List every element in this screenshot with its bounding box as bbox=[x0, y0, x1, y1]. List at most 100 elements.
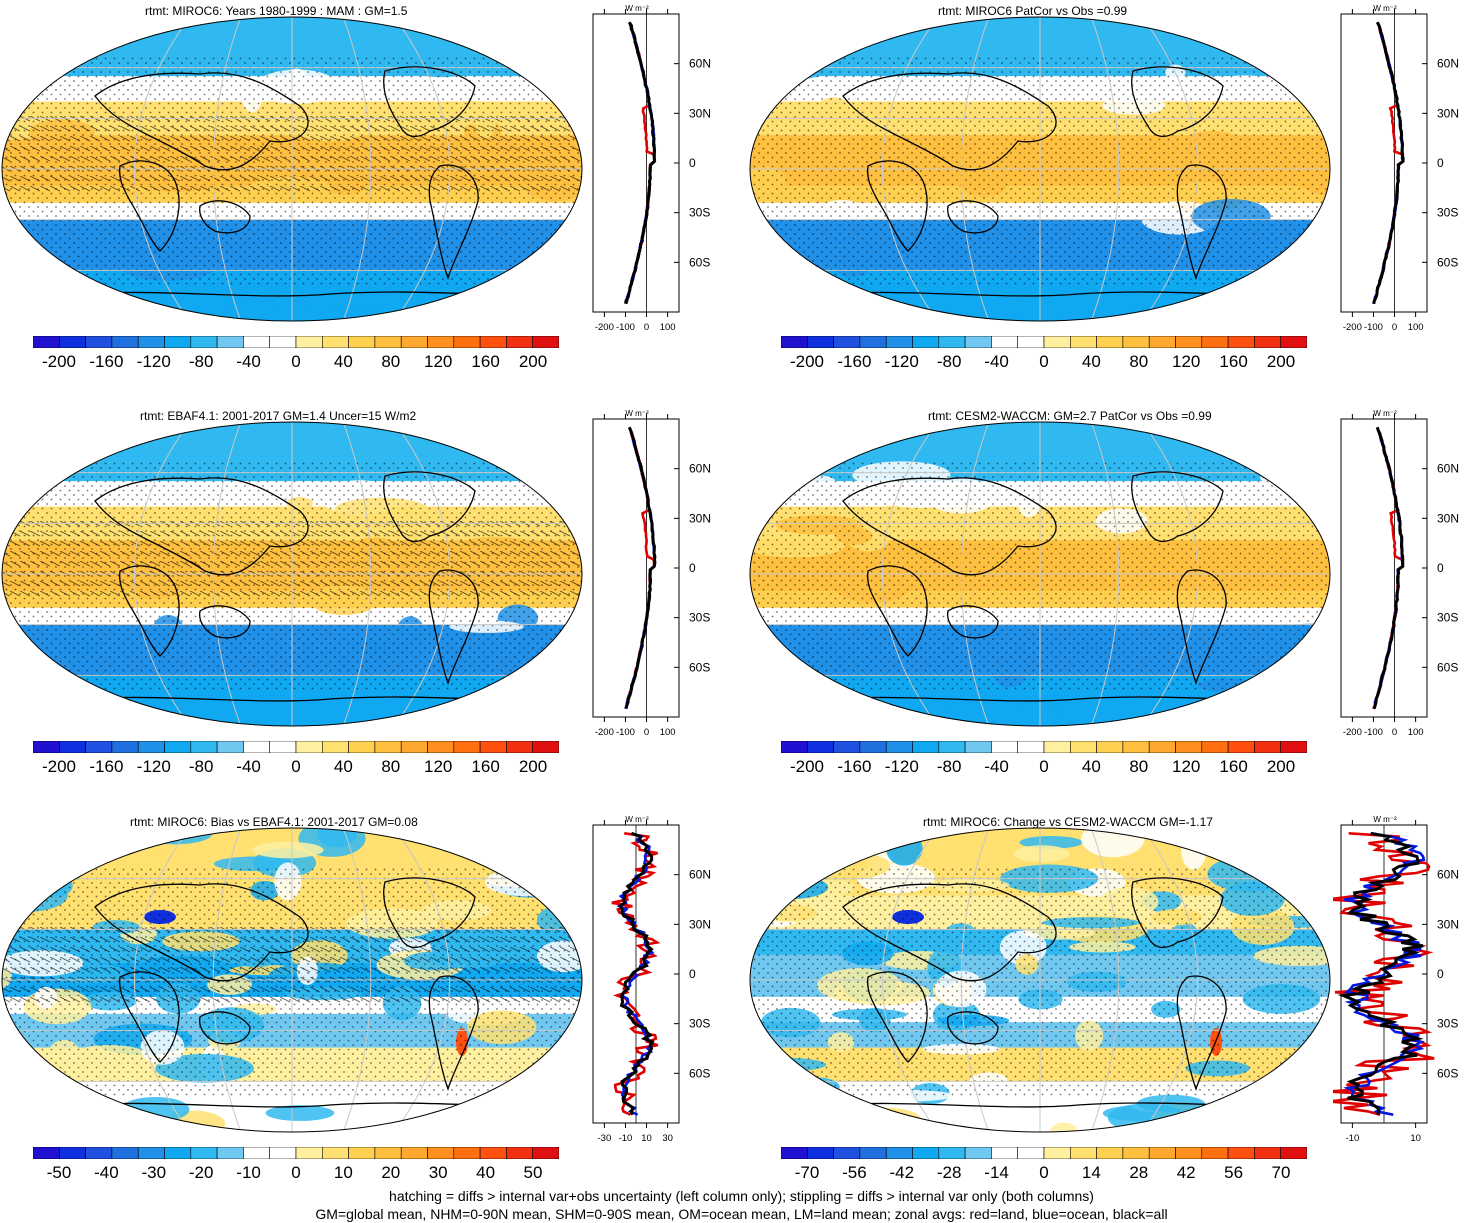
colorbar bbox=[33, 336, 559, 348]
colorbar-segment bbox=[453, 336, 481, 348]
zonal-line-land bbox=[1333, 832, 1435, 1116]
map-field bbox=[2, 17, 582, 321]
zonal-tick-label: -100 bbox=[616, 727, 635, 738]
colorbar-segment bbox=[859, 336, 887, 348]
colorbar-tick-label: 56 bbox=[1224, 1163, 1244, 1182]
latitude-label: 60N bbox=[1437, 462, 1459, 476]
colorbar-segment bbox=[1069, 741, 1097, 753]
colorbar-segment bbox=[85, 336, 113, 348]
zonal-tick-label: -10 bbox=[1346, 1133, 1360, 1144]
colorbar-segment bbox=[1148, 741, 1176, 753]
colorbar-labels: -200 -160 -120 -80 -40 0 40 80 120 160 200 bbox=[33, 757, 559, 779]
latitude-label: 30S bbox=[1437, 611, 1458, 625]
colorbar-segment bbox=[1122, 336, 1150, 348]
colorbar-segment bbox=[427, 336, 455, 348]
colorbar-segment bbox=[859, 741, 887, 753]
colorbar-segment bbox=[295, 336, 323, 348]
colorbar-tick-label: 0 bbox=[1039, 1163, 1049, 1182]
colorbar-tick-label: 40 bbox=[333, 757, 353, 776]
latitude-label: 60N bbox=[689, 868, 711, 882]
zonal-tick-label: -200 bbox=[595, 727, 614, 738]
colorbar-labels: -50 -40 -30 -20 -10 0 10 20 30 40 50 bbox=[33, 1163, 559, 1185]
colorbar-tick-label: -42 bbox=[889, 1163, 915, 1182]
latitude-label: 60S bbox=[1437, 1066, 1458, 1080]
latitude-label: 60S bbox=[689, 1066, 710, 1080]
figure-panel: rtmt: MIROC6: Years 1980-1999 : MAM : GM… bbox=[0, 0, 740, 405]
colorbar-labels: -200 -160 -120 -80 -40 0 40 80 120 160 200 bbox=[781, 352, 1307, 374]
world-map bbox=[749, 16, 1331, 322]
colorbar-tick-label: 0 bbox=[291, 757, 301, 776]
colorbar-tick-label: -200 bbox=[789, 757, 825, 776]
colorbar-segment bbox=[912, 1147, 940, 1159]
latitude-label: 0 bbox=[689, 561, 696, 575]
colorbar-segment bbox=[453, 1147, 481, 1159]
zonal-tick-label: 100 bbox=[1408, 322, 1424, 333]
colorbar-segment bbox=[269, 741, 297, 753]
map-field bbox=[750, 17, 1330, 321]
colorbar-segment bbox=[532, 1147, 559, 1159]
colorbar-segment bbox=[781, 741, 808, 753]
zonal-tick-label: -200 bbox=[1343, 727, 1362, 738]
colorbar-tick-label: -160 bbox=[89, 757, 124, 776]
colorbar-segment bbox=[506, 741, 533, 753]
colorbar bbox=[781, 1147, 1307, 1159]
colorbar-segment bbox=[885, 1147, 913, 1159]
colorbar-tick-label: 40 bbox=[333, 352, 353, 371]
colorbar-tick-label: 80 bbox=[1129, 757, 1149, 776]
latitude-label: 60S bbox=[689, 255, 710, 269]
colorbar-segment bbox=[1148, 336, 1176, 348]
colorbar-segment bbox=[427, 741, 455, 753]
map-field bbox=[750, 828, 1330, 1132]
zonal-line-all bbox=[1372, 426, 1405, 710]
colorbar-segment bbox=[348, 1147, 376, 1159]
zonal-tick-label: -30 bbox=[598, 1133, 612, 1144]
colorbar-tick-label: 40 bbox=[1081, 352, 1101, 371]
world-map bbox=[749, 827, 1331, 1133]
colorbar-tick-label: 80 bbox=[381, 352, 401, 371]
colorbar-tick-label: -160 bbox=[837, 352, 872, 371]
colorbar-tick-label: 20 bbox=[381, 1163, 401, 1182]
colorbar-segment bbox=[190, 741, 218, 753]
colorbar-segment bbox=[321, 741, 349, 753]
colorbar-tick-label: 14 bbox=[1081, 1163, 1101, 1182]
zonal-line-all bbox=[618, 831, 655, 1116]
colorbar-tick-label: -30 bbox=[141, 1163, 167, 1182]
colorbar-segment bbox=[243, 336, 270, 348]
colorbar-segment bbox=[137, 336, 165, 348]
zonal-mean-profile: W m⁻² -200 -100 0 100 60N 30N 0 30S 60S bbox=[592, 4, 711, 333]
colorbar-tick-label: -200 bbox=[41, 757, 77, 776]
latitude-label: 0 bbox=[1437, 561, 1444, 575]
colorbar-segment bbox=[321, 336, 349, 348]
latitude-label: 30N bbox=[689, 511, 711, 525]
colorbar-segment bbox=[1017, 741, 1045, 753]
zonal-tick-label: 100 bbox=[1408, 727, 1424, 738]
colorbar-segment bbox=[991, 336, 1018, 348]
panel-title: rtmt: MIROC6: Change vs CESM2-WACCM GM=-… bbox=[923, 815, 1213, 829]
colorbar-tick-label: 40 bbox=[476, 1163, 496, 1182]
colorbar bbox=[33, 1147, 559, 1159]
latitude-label: 30N bbox=[689, 917, 711, 931]
zonal-tick-label: -200 bbox=[595, 322, 614, 333]
colorbar bbox=[33, 741, 559, 753]
colorbar-segment bbox=[164, 741, 192, 753]
latitude-label: 0 bbox=[689, 967, 696, 981]
colorbar-segment bbox=[532, 336, 559, 348]
colorbar-segment bbox=[33, 741, 60, 753]
colorbar-segment bbox=[269, 1147, 297, 1159]
zonal-tick-label: -10 bbox=[619, 1133, 633, 1144]
latitude-label: 30S bbox=[1437, 206, 1458, 220]
zonal-tick-label: 0 bbox=[1392, 322, 1397, 333]
zonal-tick-label: 100 bbox=[660, 322, 676, 333]
colorbar-tick-label: 160 bbox=[1219, 352, 1248, 371]
colorbar-tick-label: 200 bbox=[518, 352, 548, 371]
colorbar-segment bbox=[348, 336, 376, 348]
colorbar-segment bbox=[964, 741, 992, 753]
colorbar-tick-label: 120 bbox=[424, 757, 453, 776]
panel-title: rtmt: MIROC6 PatCor vs Obs =0.99 bbox=[938, 4, 1128, 18]
colorbar-segment bbox=[1280, 741, 1307, 753]
colorbar-tick-label: -200 bbox=[789, 352, 825, 371]
colorbar-segment bbox=[269, 336, 297, 348]
colorbar-segment bbox=[506, 1147, 533, 1159]
colorbar-tick-label: -28 bbox=[936, 1163, 962, 1182]
colorbar-segment bbox=[216, 741, 244, 753]
